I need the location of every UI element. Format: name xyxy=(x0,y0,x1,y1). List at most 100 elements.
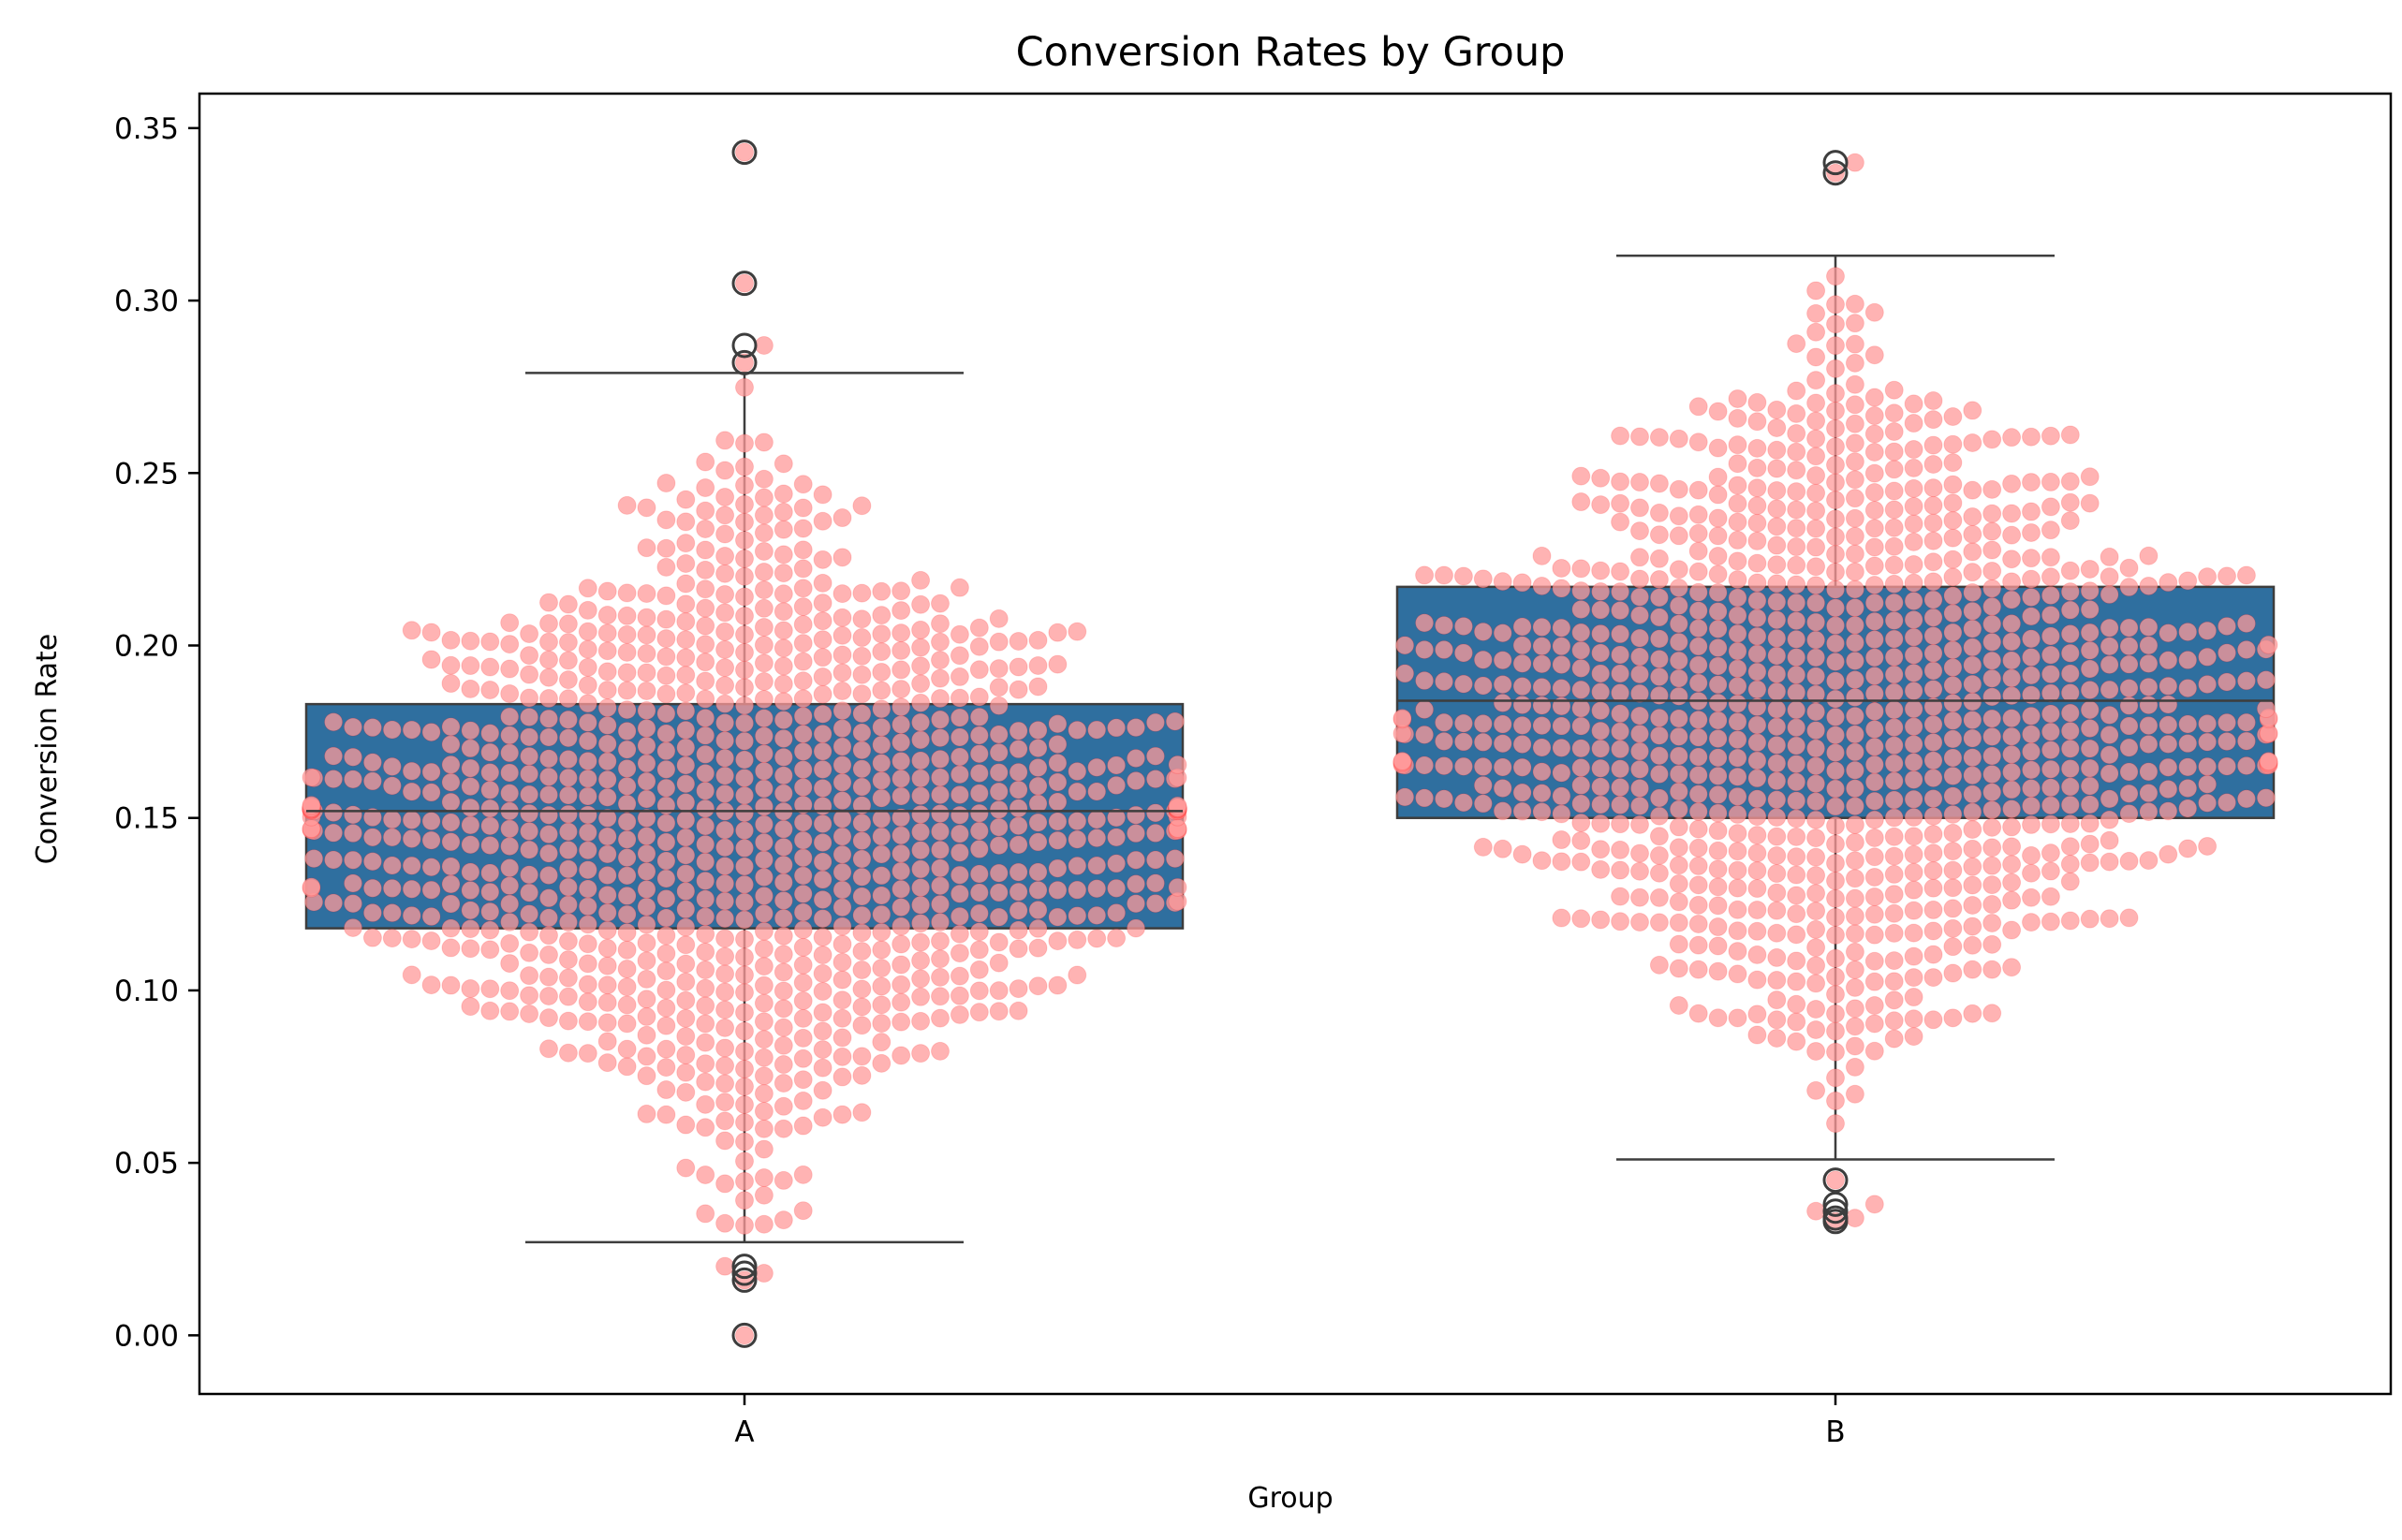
swarm-point xyxy=(1826,563,1845,582)
swarm-point xyxy=(696,1094,715,1114)
swarm-point xyxy=(2022,685,2041,705)
swarm-point xyxy=(2002,686,2022,706)
swarm-point xyxy=(1923,806,1943,826)
swarm-point xyxy=(2060,759,2080,779)
swarm-point xyxy=(637,915,656,934)
swarm-point xyxy=(1165,849,1185,869)
swarm-point xyxy=(931,594,950,613)
swarm-point xyxy=(735,1021,754,1041)
swarm-point xyxy=(617,886,637,905)
swarm-point xyxy=(1669,709,1688,728)
swarm-point xyxy=(1826,1091,1845,1110)
swarm-point xyxy=(2022,863,2041,883)
swarm-point xyxy=(1864,575,1884,594)
swarm-point xyxy=(1708,877,1728,897)
swarm-point xyxy=(1145,803,1165,823)
swarm-point xyxy=(2080,719,2100,739)
swarm-point xyxy=(715,766,735,785)
swarm-point xyxy=(2022,725,2041,744)
swarm-point xyxy=(597,827,617,846)
swarm-point xyxy=(1767,592,1787,611)
swarm-point xyxy=(735,769,754,788)
swarm-point xyxy=(715,946,735,966)
swarm-point xyxy=(1068,812,1087,831)
swarm-point xyxy=(558,750,578,770)
swarm-point xyxy=(931,858,950,878)
swarm-point xyxy=(1806,866,1826,886)
swarm-point xyxy=(382,903,402,923)
swarm-point xyxy=(754,744,774,764)
swarm-point xyxy=(989,609,1009,628)
swarm-point xyxy=(520,665,539,684)
y-tick-label: 0.20 xyxy=(114,629,179,663)
swarm-point xyxy=(1552,716,1571,736)
swarm-point xyxy=(715,584,735,604)
swarm-point xyxy=(754,779,774,799)
swarm-point xyxy=(1728,551,1747,571)
swarm-point xyxy=(2002,504,2022,523)
swarm-point xyxy=(1806,1201,1826,1221)
swarm-point xyxy=(461,919,480,939)
swarm-point xyxy=(1826,761,1845,781)
swarm-point xyxy=(1845,832,1864,852)
swarm-point xyxy=(362,903,382,923)
swarm-point xyxy=(1048,812,1068,831)
swarm-point xyxy=(1982,632,2002,652)
swarm-point xyxy=(1826,925,1845,945)
outlier-marker xyxy=(1822,1209,1849,1235)
swarm-point xyxy=(892,843,911,863)
swarm-point xyxy=(1688,541,1708,561)
swarm-point xyxy=(2080,493,2100,513)
swarm-point xyxy=(989,763,1009,783)
swarm-point xyxy=(676,1008,696,1028)
swarm-point xyxy=(715,873,735,893)
swarm-point xyxy=(2060,872,2080,891)
swarm-point xyxy=(1532,716,1552,736)
swarm-point xyxy=(1728,454,1747,474)
swarm-point xyxy=(1826,437,1845,457)
swarm-point xyxy=(793,1008,813,1028)
swarm-point xyxy=(1904,573,1923,593)
swarm-point xyxy=(1747,553,1767,573)
swarm-point xyxy=(793,973,813,992)
swarm-point xyxy=(1982,596,2002,616)
swarm-point xyxy=(1826,267,1845,286)
swarm-point xyxy=(1009,657,1028,677)
swarm-point xyxy=(1630,887,1649,907)
swarm-point xyxy=(441,918,461,938)
swarm-point xyxy=(1806,447,1826,466)
swarm-point xyxy=(578,975,597,994)
swarm-point xyxy=(813,946,833,965)
swarm-point xyxy=(1493,778,1512,798)
swarm-point xyxy=(558,633,578,653)
swarm-point xyxy=(833,809,852,829)
swarm-point xyxy=(1747,591,1767,610)
swarm-point xyxy=(696,816,715,836)
swarm-point xyxy=(1048,654,1068,674)
swarm-point xyxy=(1435,789,1453,809)
swarm-point xyxy=(1591,643,1611,663)
swarm-point xyxy=(578,639,597,659)
swarm-point xyxy=(520,865,539,885)
swarm-point xyxy=(1728,1008,1747,1028)
swarm-point xyxy=(461,901,480,920)
swarm-point xyxy=(441,894,461,914)
swarm-point xyxy=(2159,715,2178,735)
swarm-point xyxy=(1669,959,1688,978)
swarm-point xyxy=(1571,559,1591,579)
swarm-point xyxy=(1708,766,1728,785)
swarm-point xyxy=(793,597,813,617)
swarm-point xyxy=(1473,794,1493,814)
swarm-point xyxy=(578,841,597,860)
swarm-point xyxy=(1787,381,1806,401)
swarm-point xyxy=(872,1033,892,1052)
swarm-point xyxy=(597,752,617,771)
swarm-point xyxy=(1826,1170,1845,1190)
swarm-point xyxy=(911,693,931,712)
swarm-point xyxy=(2022,741,2041,761)
swarm-point xyxy=(989,782,1009,801)
swarm-point xyxy=(892,934,911,954)
swarm-point xyxy=(735,642,754,662)
swarm-point xyxy=(578,769,597,788)
swarm-point xyxy=(500,876,520,896)
